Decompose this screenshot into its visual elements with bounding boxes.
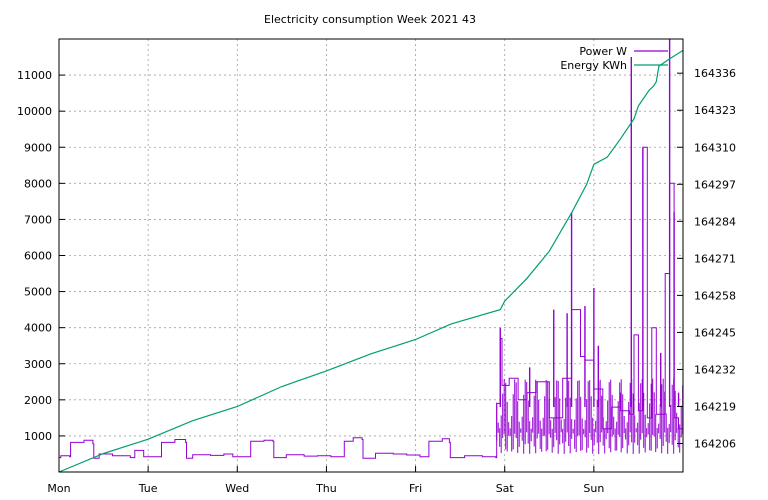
x-tick-label: Fri [409, 482, 422, 495]
power-series-line [59, 146, 684, 459]
x-tick-label: Tue [138, 482, 158, 495]
y-left-tick-label: 9000 [24, 141, 52, 154]
y-left-tick-label: 7000 [24, 213, 52, 226]
y-right-tick-label: 164271 [694, 252, 736, 265]
y-right-tick-label: 164258 [694, 289, 736, 302]
series-layer [58, 39, 684, 473]
x-tick-label: Thu [315, 482, 337, 495]
y-left-tick-label: 8000 [24, 177, 52, 190]
x-tick-label: Mon [47, 482, 70, 495]
legend-label: Power W [579, 45, 627, 58]
chart-title: Electricity consumption Week 2021 43 [264, 13, 476, 26]
y-right-tick-label: 164336 [694, 67, 736, 80]
y-left-tick-label: 4000 [24, 322, 52, 335]
y-right-tick-label: 164219 [694, 400, 736, 413]
y-left-tick-label: 6000 [24, 250, 52, 263]
y-right-tick-label: 164323 [694, 104, 736, 117]
y-right-tick-label: 164284 [694, 215, 736, 228]
y-right-tick-label: 164310 [694, 141, 736, 154]
y-left-tick-label: 5000 [24, 286, 52, 299]
y-right-tick-label: 164206 [694, 438, 736, 451]
y-left-tick-label: 10000 [17, 105, 52, 118]
y-left-tick-label: 3000 [24, 358, 52, 371]
y-right-tick-label: 164297 [694, 178, 736, 191]
y-left-tick-label: 1000 [24, 430, 52, 443]
y-right-tick-label: 164232 [694, 363, 736, 376]
x-tick-label: Sat [496, 482, 515, 495]
legend-label: Energy KWh [560, 59, 627, 72]
x-tick-label: Sun [583, 482, 604, 495]
y-left-tick-label: 11000 [17, 69, 52, 82]
ticks: 1000 2000 3000 4000 5000 6000 7000 8000 9000 1000… [17, 67, 736, 495]
power-series-band [496, 378, 684, 454]
energy-series-line [58, 49, 684, 473]
y-left-tick-label: 2000 [24, 394, 52, 407]
x-tick-label: Wed [225, 482, 249, 495]
y-right-tick-label: 164245 [694, 326, 736, 339]
